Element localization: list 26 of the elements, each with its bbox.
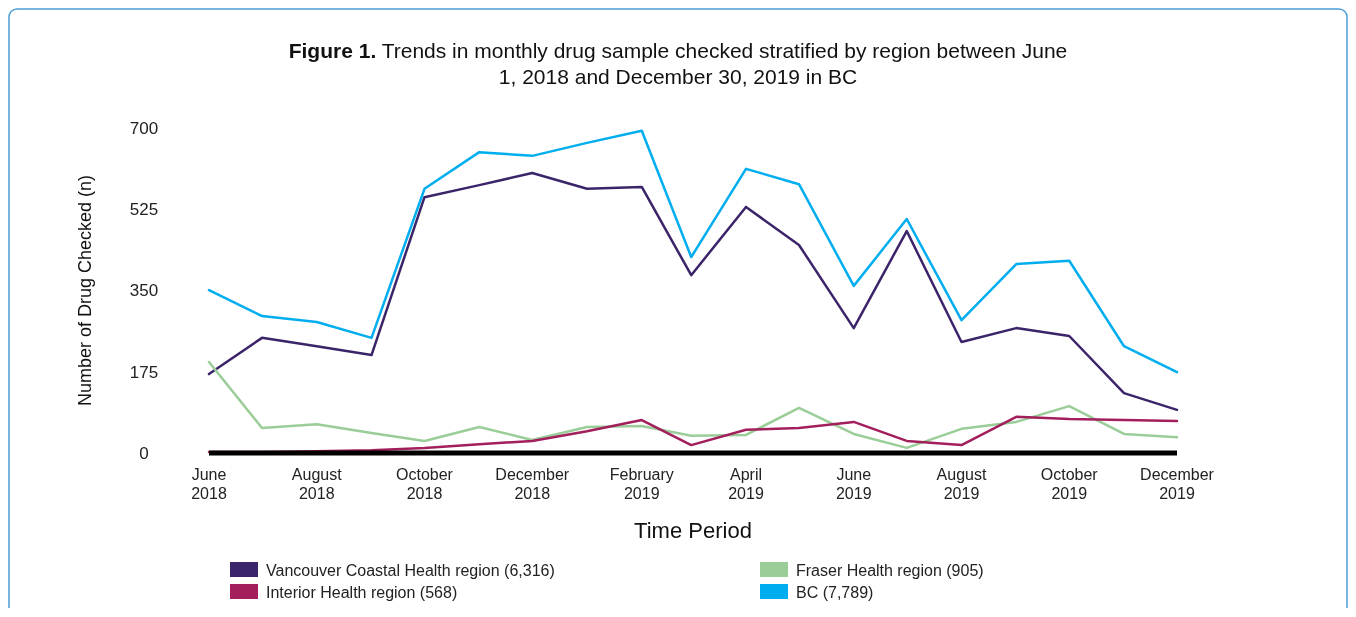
x-tick-label: December 2019 [1140, 466, 1215, 502]
x-tick-label: June 2019 [835, 466, 872, 502]
line-series [207, 415, 1179, 454]
legend-label: Vancouver Coastal Health region (6,316) [266, 561, 555, 579]
y-tick-label: 350 [129, 281, 159, 301]
y-tick-label: 0 [139, 443, 149, 463]
legend-label: BC (7,789) [796, 583, 874, 601]
x-tick-label: April 2019 [728, 466, 764, 502]
y-tick-label: 525 [129, 200, 159, 220]
y-tick-label: 700 [129, 118, 159, 138]
x-tick-label: February 2019 [609, 466, 674, 502]
x-tick-label: October 2018 [396, 466, 454, 502]
x-axis-title: Time Period [634, 518, 752, 543]
x-tick-label: August 2018 [291, 466, 343, 502]
y-axis-title: Number of Drug Checked (n) [75, 174, 95, 407]
x-tick-label: June 2018 [191, 466, 227, 502]
x-tick-label: December 2018 [495, 466, 570, 502]
legend-label: Interior Health region (568) [266, 583, 458, 601]
x-tick-label: August 2019 [936, 466, 987, 502]
y-tick-label: 175 [129, 362, 159, 382]
line-series [207, 171, 1179, 412]
line-series [207, 129, 1179, 374]
x-tick-label: October 2019 [1040, 466, 1099, 502]
chart-title: Figure 1. Trends in monthly drug sample checked stratified by region between June 1, 2018 and December 30, 2019 in BC [288, 39, 1068, 88]
line-series [207, 360, 1179, 450]
legend-label: Fraser Health region (905) [796, 561, 984, 579]
